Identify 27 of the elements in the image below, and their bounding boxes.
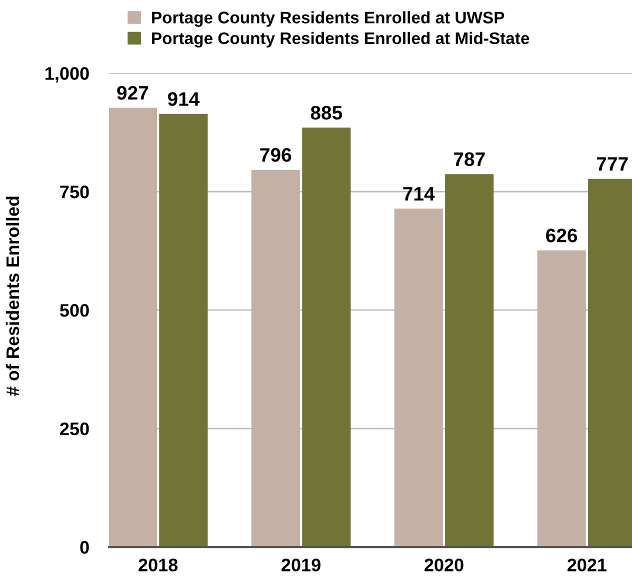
bar <box>394 208 443 548</box>
y-tick-label: 250 <box>60 422 89 436</box>
data-label: 885 <box>310 106 342 120</box>
legend-label: Portage County Residents Enrolled at Mid-State <box>152 32 530 48</box>
x-tick-label: 2018 <box>138 558 178 572</box>
y-tick-label: 750 <box>60 186 89 198</box>
data-label: 787 <box>454 152 485 166</box>
y-tick-label: 0 <box>80 540 89 554</box>
data-label: 796 <box>260 148 292 162</box>
bar <box>302 128 351 548</box>
x-tick-label: 2020 <box>424 558 464 572</box>
bar <box>537 250 586 548</box>
bar <box>251 170 300 548</box>
bar <box>109 108 157 548</box>
data-label: 777 <box>596 157 628 171</box>
legend-label: Portage County Residents Enrolled at UWSP <box>152 11 504 27</box>
bar <box>445 174 494 548</box>
y-tick-label: 1,000 <box>46 67 89 82</box>
bar <box>159 114 208 548</box>
data-label: 914 <box>168 92 200 106</box>
data-label: 626 <box>546 228 578 242</box>
y-tick-label: 500 <box>60 304 89 317</box>
data-label: 714 <box>403 187 435 200</box>
data-label: 927 <box>117 86 148 100</box>
x-tick-label: 2019 <box>282 558 320 572</box>
y-axis-title: # of Residents Enrolled <box>6 196 20 396</box>
x-tick-label: 2021 <box>568 558 607 572</box>
